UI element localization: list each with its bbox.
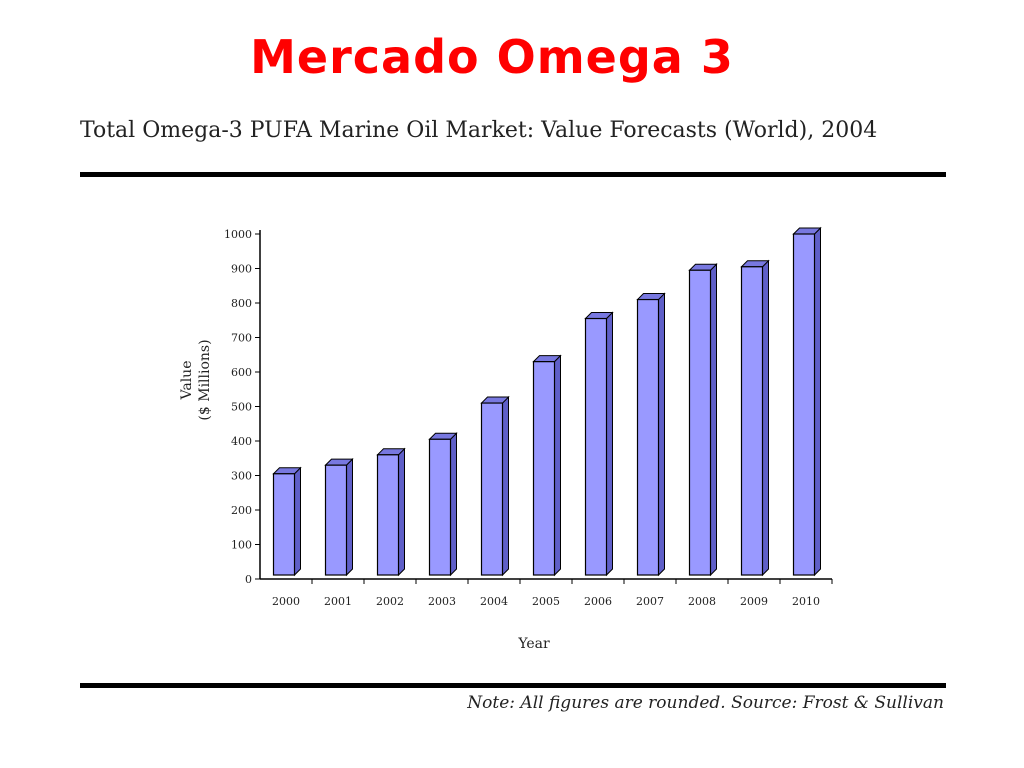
y-axis-label-line2: ($ Millions) <box>197 339 213 420</box>
x-tick-label: 2010 <box>792 595 820 608</box>
bar-side <box>814 226 821 577</box>
bar-2007 <box>636 298 660 576</box>
source-note: Note: All figures are rounded. Source: F… <box>467 693 944 713</box>
x-tick-label: 2008 <box>688 595 716 608</box>
x-tick-label: 2004 <box>480 595 508 608</box>
y-tick-label: 600 <box>231 366 252 379</box>
y-tick-label: 800 <box>231 297 252 310</box>
bar-side <box>606 311 613 577</box>
x-tick-label: 2001 <box>324 595 352 608</box>
bar-2005 <box>532 361 556 576</box>
x-tick-label: 2006 <box>584 595 612 608</box>
bar-side <box>762 259 769 577</box>
bar-side <box>554 354 561 577</box>
x-tick-label: 2000 <box>272 595 300 608</box>
y-tick-label: 0 <box>245 573 252 586</box>
bar-side <box>450 432 457 577</box>
y-tick-label: 500 <box>231 401 252 414</box>
y-tick-label: 300 <box>231 470 252 483</box>
chart-title: Total Omega-3 PUFA Marine Oil Market: Va… <box>80 118 878 143</box>
bar-side <box>502 395 509 577</box>
bar-side <box>294 466 301 577</box>
top-divider <box>80 172 946 177</box>
y-tick-label: 200 <box>231 504 252 517</box>
x-tick-label: 2009 <box>740 595 768 608</box>
y-tick-label: 900 <box>231 263 252 276</box>
y-axis-label: Value ($ Millions) <box>179 339 213 420</box>
bar-2000 <box>272 473 296 576</box>
bar-2010 <box>792 233 816 576</box>
y-tick-label: 1000 <box>224 228 252 241</box>
plot-area: 0 100 200 300 400 500 600 700 800 900 1000 2000 2001… <box>224 226 833 608</box>
bar-2009 <box>740 266 764 576</box>
slide-title: Mercado Omega 3 <box>250 30 734 84</box>
x-tick-label: 2007 <box>636 595 664 608</box>
x-tick-label: 2002 <box>376 595 404 608</box>
y-tick-label: 400 <box>231 435 252 448</box>
y-axis-label-line1: Value <box>179 361 195 401</box>
bar-2001 <box>324 464 348 576</box>
x-tick-label: 2005 <box>532 595 560 608</box>
bar-2006 <box>584 317 608 576</box>
bar-2002 <box>376 454 400 576</box>
x-tick-label: 2003 <box>428 595 456 608</box>
bar-side <box>346 457 353 577</box>
bar-2003 <box>428 438 452 576</box>
bar-side <box>658 292 665 577</box>
bar-2004 <box>480 402 504 576</box>
bottom-divider <box>80 683 946 688</box>
bar-2008 <box>688 269 712 576</box>
bar-side <box>710 263 717 577</box>
x-axis-label: Year <box>517 636 550 652</box>
y-tick-label: 100 <box>231 539 252 552</box>
bar-side <box>398 447 405 577</box>
y-tick-label: 700 <box>231 332 252 345</box>
